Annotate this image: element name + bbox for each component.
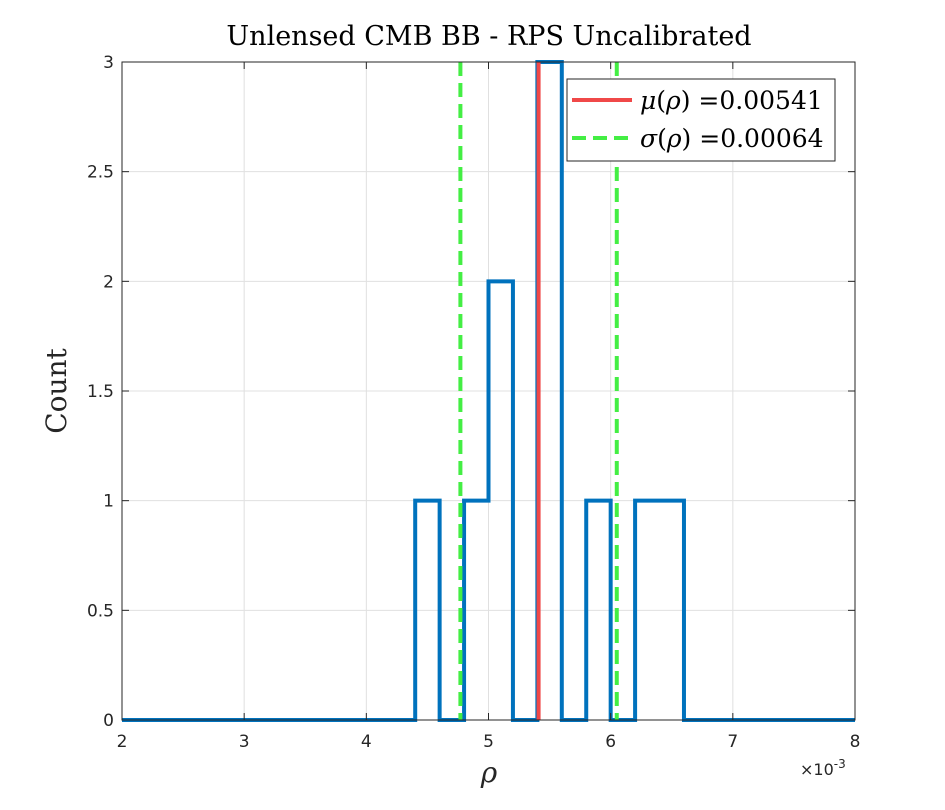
x-exponent-base: ×10 [800,760,834,779]
legend: μ(ρ) =0.00541 σ(ρ) =0.00064 [566,78,836,162]
x-exponent-label: ×10-3 [800,757,846,779]
legend-mean-paren-close: ) [681,86,699,115]
legend-mean-arg: ρ [665,86,681,115]
y-axis-label: Count [40,347,73,433]
legend-sigma-value: =0.00064 [699,124,823,153]
y-tick-label: 0 [103,711,114,731]
x-tick-label: 5 [483,732,494,752]
legend-sigma-paren-close: ) [682,124,700,153]
x-tick-label: 8 [850,732,861,752]
axes-frame [121,61,856,721]
x-axis-label: ρ [480,756,498,789]
legend-sigma-paren-open: ( [657,124,667,153]
x-exponent-power: -3 [834,757,846,771]
x-tick-label: 6 [605,732,616,752]
x-tick-label: 7 [727,732,738,752]
legend-box [566,78,836,162]
legend-sigma-symbol: σ [640,124,658,153]
y-tick-label: 2 [103,272,114,292]
y-tick-label: 2.5 [87,163,114,183]
x-tick-label: 3 [239,732,250,752]
reference-lines [458,62,619,720]
legend-mean-symbol: μ [640,86,656,115]
y-tick-label: 1 [103,492,114,512]
legend-mean-paren-open: ( [656,86,666,115]
x-tick-label: 4 [361,732,372,752]
tick-labels: 2 3 4 5 6 7 8 0 0.5 1 1.5 2 2.5 3 [87,53,860,752]
y-tick-label: 0.5 [87,601,114,621]
y-tick-label: 1.5 [87,382,114,402]
y-tick-label: 3 [103,53,114,73]
legend-mean-entry: μ(ρ) =0.00541 [640,86,823,115]
legend-sigma-entry: σ(ρ) =0.00064 [640,124,824,153]
legend-sigma-arg: ρ [666,124,682,153]
chart-title: Unlensed CMB BB - RPS Uncalibrated [226,21,751,52]
legend-mean-value: =0.00541 [698,86,822,115]
x-tick-label: 2 [117,732,128,752]
